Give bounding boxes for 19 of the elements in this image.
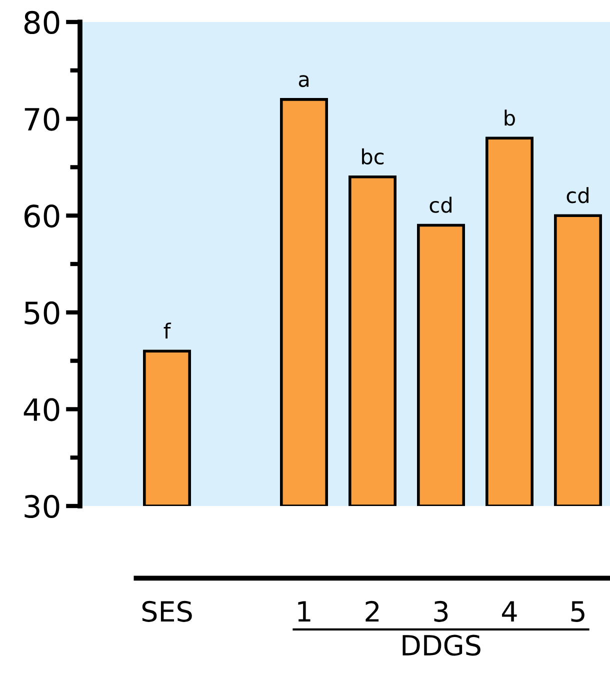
text: DDGS bbox=[402, 634, 480, 656]
y-tick-label: 70 bbox=[24, 108, 60, 131]
annotation: a bbox=[298, 75, 308, 88]
y-tick-label: 50 bbox=[24, 301, 60, 324]
y-tick-label: 80 bbox=[24, 10, 60, 34]
annotation: cd bbox=[430, 196, 452, 213]
annotation: bc bbox=[362, 148, 384, 165]
x-tick-label: SES bbox=[142, 600, 192, 622]
x-tick-label: 4 bbox=[502, 601, 517, 622]
x-tick-label: 1 bbox=[298, 601, 310, 622]
x-tick-label: 2 bbox=[366, 600, 379, 622]
x-tick-label: 5 bbox=[571, 601, 584, 622]
y-tick-label: 40 bbox=[24, 398, 60, 422]
y-tick-label: 30 bbox=[24, 494, 60, 518]
annotation: b bbox=[504, 110, 515, 126]
x-tick-label: 3 bbox=[434, 600, 448, 622]
annotation: cd bbox=[566, 187, 588, 204]
annotation: f bbox=[164, 322, 172, 338]
y-tick-label: 60 bbox=[24, 204, 60, 228]
